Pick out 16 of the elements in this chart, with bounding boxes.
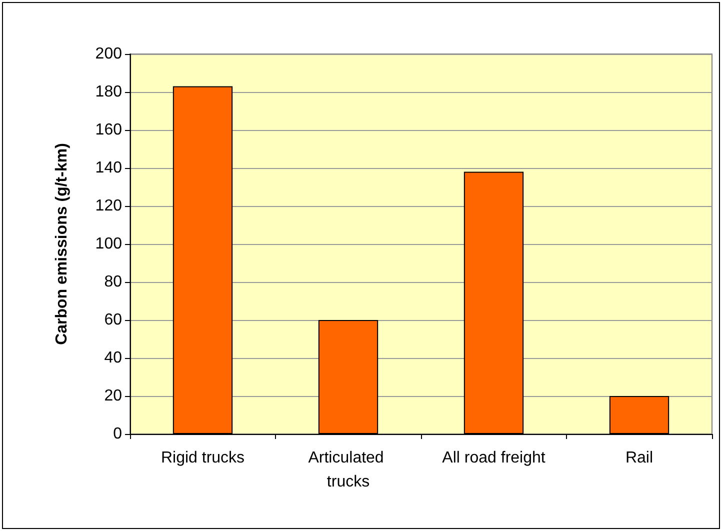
x-tick-label: Rail [625, 450, 654, 466]
y-tick-label: 40 [104, 350, 122, 366]
y-tick-label: 180 [95, 84, 122, 100]
x-tick-label: Rigid trucks [160, 450, 245, 466]
y-tick-label: 200 [95, 46, 122, 62]
y-tick-label: 20 [104, 388, 122, 404]
y-tick-label: 0 [113, 426, 122, 442]
y-tick-label: 120 [95, 198, 122, 214]
y-tick-label: 80 [104, 274, 122, 290]
x-tick-label: All road freight [442, 450, 546, 466]
y-tick-label: 60 [104, 312, 122, 328]
y-tick-label: 100 [95, 236, 122, 252]
x-tick-label: Articulated trucks [308, 450, 388, 490]
y-tick-label: 160 [95, 122, 122, 138]
y-axis-title: Carbon emissions (g/t-km) [54, 143, 70, 345]
y-tick-label: 140 [95, 160, 122, 176]
